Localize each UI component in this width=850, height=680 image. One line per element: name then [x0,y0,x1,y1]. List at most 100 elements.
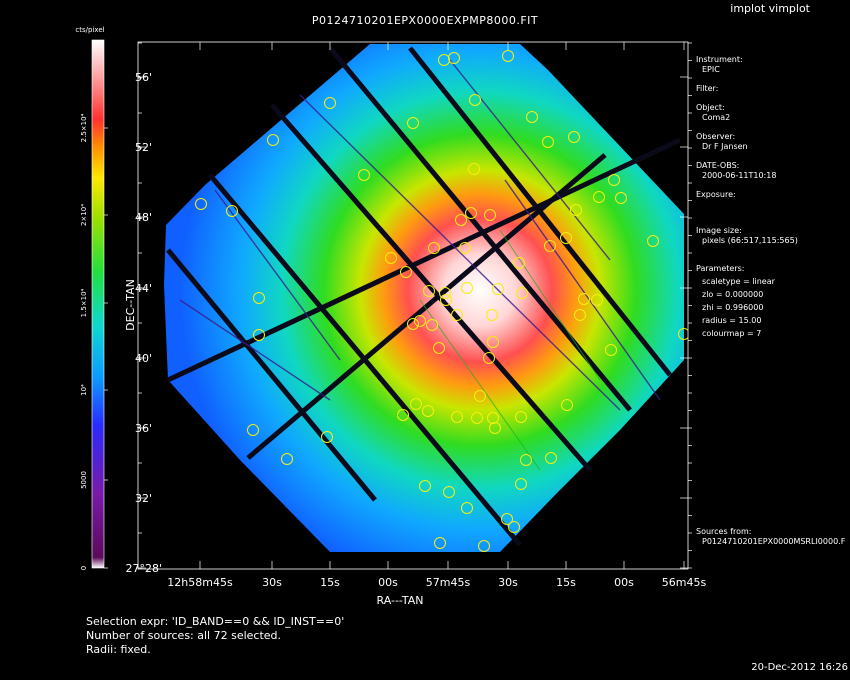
sources-file: P0124710201EPX0000MSRLI0000.F [702,537,846,546]
source-circle [247,424,259,436]
source-circle [455,214,467,226]
observer-label: Observer: [696,132,736,141]
source-circle [461,502,473,514]
source-circle [433,342,445,354]
source-circle [407,318,419,330]
source-circle [544,240,556,252]
source-circle [253,329,265,341]
colorbar-tick-label: 2×10⁴ [80,204,88,226]
source-circle [465,207,477,219]
param-zhi: zhi = 0.996000 [702,303,764,312]
source-circle [526,111,538,123]
instrument-label: Instrument: [696,55,743,64]
source-circle [281,453,293,465]
object-value: Coma2 [702,113,731,122]
source-circle [267,134,279,146]
source-circle [400,266,412,278]
source-circle [471,412,483,424]
source-circle [487,336,499,348]
y-tick-label: 56' [135,71,152,84]
exposure-label: Exposure: [696,190,736,199]
y-tick-label: 40' [135,352,152,365]
y-tick-label: 44' [135,282,152,295]
source-circle [568,131,580,143]
x-tick-label: 00s [614,576,634,589]
source-circle [608,174,620,186]
param-radius: radius = 15.00 [702,316,762,325]
instrument-value: EPIC [702,65,720,74]
source-circle [483,352,495,364]
x-tick-label: 56m45s [662,576,707,589]
source-circle [438,54,450,66]
source-circle [195,198,207,210]
y-tick-labels: 27°28' 32' 36' 40' 44' 48' 52' 56' [125,71,162,575]
y-tick-label: 36' [135,422,152,435]
radii-mode: Radii: fixed. [86,643,151,656]
source-circle [513,257,525,269]
colorbar-tick-label: 1.5×10⁴ [80,288,88,317]
x-tick-label: 15s [320,576,340,589]
source-circle [605,344,617,356]
source-circle [448,52,460,64]
colorbar-label: cts/pixel [75,26,104,34]
source-circle [474,390,486,402]
source-circle [440,294,452,306]
source-circle [358,169,370,181]
x-tick-label: 12h58m45s [167,576,233,589]
colorbar-ticks: 0 5000 10⁴ 1.5×10⁴ 2×10⁴ 2.5×10⁴ [80,113,108,570]
y-tick-label: 52' [135,141,152,154]
source-circle [459,242,471,254]
source-circle [502,50,514,62]
x-tick-label: 15s [556,576,576,589]
source-circle [561,399,573,411]
source-circle [461,282,473,294]
source-circle [414,315,426,327]
source-circle [468,163,480,175]
y-tick-label: 32' [135,492,152,505]
source-circle [516,287,528,299]
timestamp: 20-Dec-2012 16:26 [751,662,848,673]
param-colourmap: colourmap = 7 [702,329,762,338]
source-circle [492,283,504,295]
footer: Selection expr: 'ID_BAND==0 && ID_INST==… [86,615,344,657]
source-circle [615,192,627,204]
source-circle [428,242,440,254]
source-circle [545,452,557,464]
source-circle [574,309,586,321]
colorbar-tick-label: 0 [80,566,88,570]
source-circle [410,398,422,410]
x-tick-labels: 12h58m45s 30s 15s 00s 57m45s 30s 15s 00s 56m45s [167,576,706,589]
source-circle [439,287,451,299]
observer-value: Dr F Jansen [702,142,748,151]
source-circle [489,422,501,434]
x-tick-label: 57m45s [426,576,471,589]
source-circle [426,319,438,331]
imagesize-label: Image size: [696,226,742,235]
source-circle [487,412,499,424]
y-tick-label: 48' [135,211,152,224]
source-circle [469,94,481,106]
axis-ticks [138,42,692,569]
colorbar-tick-label: 10⁴ [80,384,88,396]
source-circles [195,50,688,552]
source-circle [501,513,513,525]
header-info-panel: Instrument: EPIC Filter: Object: Coma2 Obs… [696,55,846,348]
imagesize-value: pixels (66:517,115:565) [702,236,798,245]
source-circle [451,309,463,321]
colorbar-tick-label: 5000 [80,471,88,489]
sources-label: Sources from: [696,527,752,536]
dateobs-label: DATE-OBS: [696,161,740,170]
source-circle [515,411,527,423]
x-tick-label: 30s [498,576,518,589]
source-circle [226,205,238,217]
source-circle [542,136,554,148]
source-circle [560,232,572,244]
source-circle [451,411,463,423]
y-axis-label: DEC--TAN [124,279,137,331]
sources-info: Sources from: P0124710201EPX0000MSRLI000… [696,527,846,547]
source-circle [508,521,520,533]
colorbar [92,40,104,568]
source-circle [570,204,582,216]
source-circle [324,97,336,109]
